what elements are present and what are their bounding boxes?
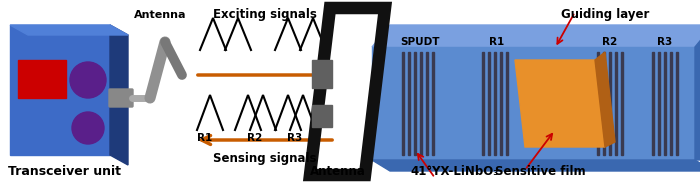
Polygon shape — [10, 25, 128, 35]
Polygon shape — [10, 25, 110, 155]
Text: R3: R3 — [288, 133, 302, 143]
Polygon shape — [372, 25, 700, 47]
FancyBboxPatch shape — [488, 52, 490, 155]
FancyBboxPatch shape — [596, 52, 599, 155]
Text: R1: R1 — [489, 37, 505, 47]
FancyBboxPatch shape — [505, 52, 508, 155]
Circle shape — [70, 62, 106, 98]
Text: Guiding layer: Guiding layer — [561, 8, 649, 21]
FancyBboxPatch shape — [652, 52, 654, 155]
FancyBboxPatch shape — [420, 52, 422, 155]
Polygon shape — [372, 160, 700, 171]
FancyBboxPatch shape — [414, 52, 416, 155]
FancyBboxPatch shape — [670, 52, 672, 155]
Text: R2: R2 — [603, 37, 617, 47]
FancyBboxPatch shape — [426, 52, 428, 155]
FancyBboxPatch shape — [615, 52, 617, 155]
Polygon shape — [110, 25, 128, 165]
FancyBboxPatch shape — [312, 60, 332, 88]
FancyBboxPatch shape — [603, 52, 606, 155]
Text: Transceiver unit: Transceiver unit — [8, 165, 122, 178]
FancyBboxPatch shape — [18, 60, 66, 98]
Text: R1: R1 — [197, 133, 213, 143]
FancyBboxPatch shape — [676, 52, 678, 155]
FancyBboxPatch shape — [402, 52, 405, 155]
Text: Antenna: Antenna — [310, 165, 366, 178]
Polygon shape — [515, 60, 605, 147]
FancyBboxPatch shape — [432, 52, 434, 155]
Text: Antenna: Antenna — [134, 10, 186, 20]
FancyBboxPatch shape — [658, 52, 660, 155]
Text: R3: R3 — [657, 37, 673, 47]
FancyBboxPatch shape — [609, 52, 611, 155]
Text: Exciting signals: Exciting signals — [213, 8, 317, 21]
FancyBboxPatch shape — [664, 52, 666, 155]
FancyBboxPatch shape — [482, 52, 484, 155]
FancyBboxPatch shape — [621, 52, 623, 155]
Text: Sensitive film: Sensitive film — [495, 165, 585, 178]
Text: R2: R2 — [247, 133, 262, 143]
FancyBboxPatch shape — [312, 105, 332, 127]
Circle shape — [72, 112, 104, 144]
Text: Sensing signals: Sensing signals — [214, 152, 316, 165]
Polygon shape — [372, 47, 695, 160]
FancyBboxPatch shape — [407, 52, 410, 155]
FancyBboxPatch shape — [500, 52, 503, 155]
Polygon shape — [595, 52, 615, 147]
FancyBboxPatch shape — [109, 89, 133, 107]
FancyBboxPatch shape — [494, 52, 496, 155]
Polygon shape — [695, 25, 700, 160]
Text: 41°YX-LiNbO₃: 41°YX-LiNbO₃ — [411, 165, 499, 178]
Text: SPUDT: SPUDT — [400, 37, 440, 47]
